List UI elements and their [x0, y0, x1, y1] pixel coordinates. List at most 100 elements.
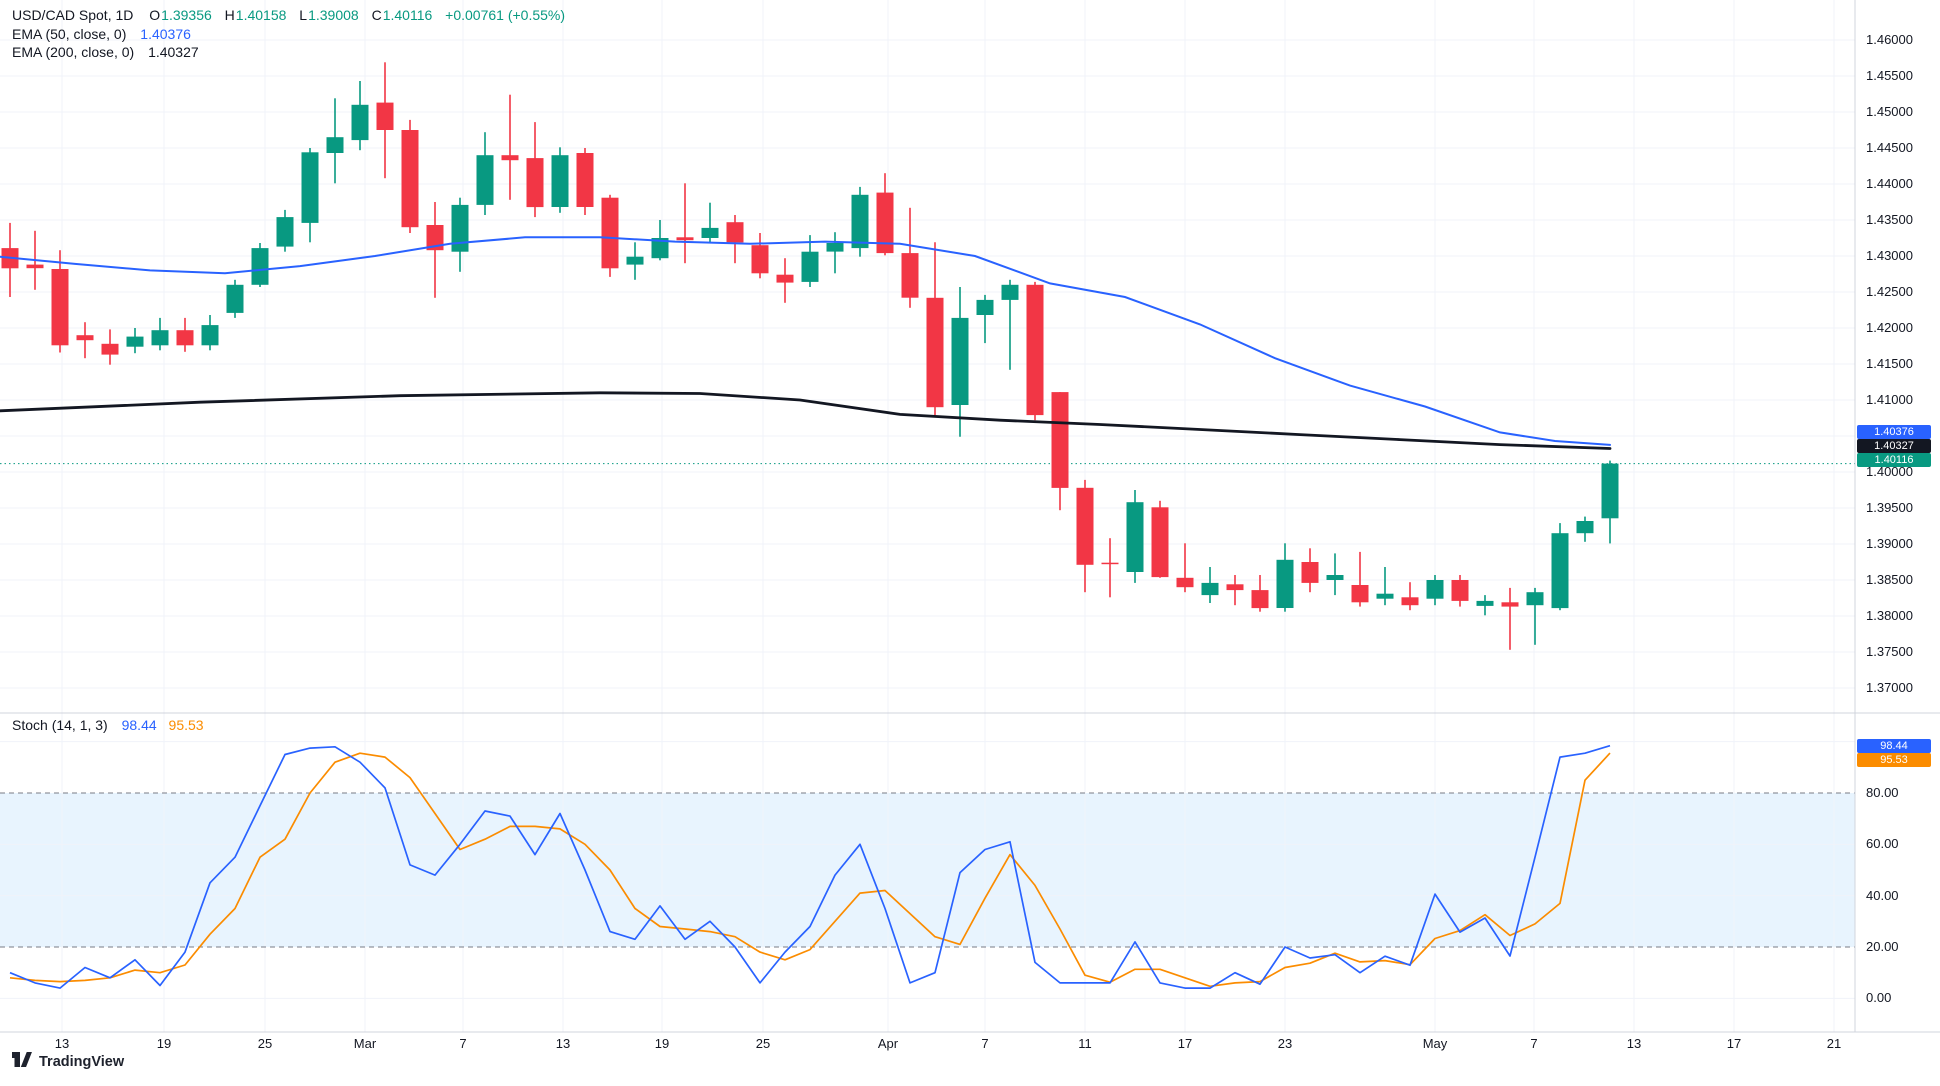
candle-body: [451, 204, 469, 252]
stoch-d-tag: 95.53: [1857, 753, 1931, 767]
time-axis[interactable]: 13 19 25 Mar 7 13 19 25 Apr 7 11 17 23 May 7 13 17 21: [0, 1032, 1940, 1056]
candle-body: [1526, 592, 1544, 606]
candle-body: [551, 155, 569, 207]
price-axis-label: 1.46000: [1866, 32, 1913, 47]
candle-body: [1026, 284, 1044, 416]
time-axis-label: 25: [755, 1036, 771, 1051]
low-value: 1.39008: [308, 7, 359, 23]
stoch-axis-label: 20.00: [1866, 939, 1899, 954]
candle-body: [726, 222, 744, 243]
time-axis-label: 7: [1530, 1036, 1538, 1051]
candle-body: [1001, 284, 1019, 300]
candle-body: [476, 155, 494, 205]
ema50-value: 1.40376: [140, 25, 191, 42]
stoch-band: [0, 793, 1855, 947]
candle-body: [1351, 585, 1369, 603]
candle-body: [251, 248, 269, 285]
candle-body: [151, 330, 169, 346]
candle-body: [376, 102, 394, 130]
price-axis-label: 1.37000: [1866, 680, 1913, 695]
candle-body: [1601, 463, 1619, 519]
open-label: O: [149, 7, 161, 23]
candle-body: [426, 225, 444, 251]
stoch-legend: Stoch (14, 1, 3) 98.44 95.53: [12, 716, 204, 735]
close-value: 1.40116: [382, 7, 433, 23]
ema50-label: EMA (50, close, 0): [12, 25, 127, 42]
candle-body: [1176, 577, 1194, 588]
stoch-axis-label: 60.00: [1866, 836, 1899, 852]
price-axis-label: 1.44500: [1866, 140, 1913, 155]
candle-body: [1251, 590, 1269, 609]
stoch-legend-row[interactable]: Stoch (14, 1, 3) 98.44 95.53: [12, 716, 204, 735]
price-axis-label: 1.43500: [1866, 212, 1913, 227]
candle-body: [876, 192, 894, 254]
candle-body: [951, 317, 969, 405]
ema200-line: [0, 391, 1612, 450]
change-value: +0.00761 (+0.55%): [445, 7, 566, 23]
time-axis-label: 13: [555, 1036, 571, 1051]
high-value: 1.40158: [235, 7, 287, 23]
stoch-d-line: [9, 752, 1611, 988]
price-axis[interactable]: 1.46000 1.45500 1.45000 1.44500 1.44000 1.435…: [1855, 0, 1940, 1032]
price-axis-label: 1.45500: [1866, 68, 1913, 83]
candle-body: [1426, 580, 1444, 599]
low-label: L: [299, 7, 308, 23]
stoch-label: Stoch (14, 1, 3): [12, 717, 108, 733]
candle-body: [701, 227, 719, 238]
ema50-line: [0, 236, 1611, 446]
candle-body: [651, 238, 669, 259]
price-axis-label: 1.40000: [1866, 464, 1913, 479]
candle-body: [76, 335, 94, 341]
tradingview-logo[interactable]: TradingView: [12, 1052, 124, 1071]
candle-body: [226, 284, 244, 313]
stoch-axis-label: 40.00: [1866, 887, 1899, 903]
stoch-k-line: [9, 744, 1611, 989]
candle-body: [1476, 600, 1494, 606]
candle-body: [1551, 533, 1569, 609]
candle-body: [1376, 593, 1394, 599]
candle-body: [601, 197, 619, 269]
stoch-axis-label: 80.00: [1866, 785, 1899, 800]
ema50-legend-row[interactable]: EMA (50, close, 0) 1.40376: [12, 25, 565, 44]
price-axis-label: 1.38000: [1866, 608, 1913, 623]
candle-body: [826, 243, 844, 252]
open-value: 1.39356: [161, 7, 212, 23]
price-axis-label: 1.43000: [1866, 248, 1913, 263]
ema200-legend-row[interactable]: EMA (200, close, 0) 1.40327: [12, 43, 565, 62]
close-label: C: [371, 7, 382, 23]
price-axis-label: 1.41500: [1866, 356, 1913, 371]
candle-body: [1301, 562, 1319, 583]
price-axis-label: 1.38500: [1866, 572, 1913, 587]
candle-body: [1151, 507, 1169, 578]
symbol-legend-row[interactable]: USD/CAD Spot, 1D O1.39356 H1.40158 L1.39…: [12, 6, 565, 25]
candle-body: [26, 264, 44, 269]
price-axis-label: 1.41000: [1866, 392, 1913, 407]
candle-body: [1576, 521, 1594, 534]
time-axis-label: 17: [1177, 1036, 1193, 1051]
time-axis-label: 17: [1726, 1036, 1742, 1051]
candle-body: [976, 299, 994, 315]
candle-body: [351, 104, 369, 141]
candle-body: [201, 325, 219, 346]
candle-body: [401, 130, 419, 228]
candle-body: [1501, 602, 1519, 607]
high-label: H: [224, 7, 235, 23]
time-axis-label: 21: [1826, 1036, 1842, 1051]
price-axis-label: 1.42000: [1866, 320, 1913, 335]
candle-body: [326, 137, 344, 153]
price-axis-label: 1.39500: [1866, 500, 1913, 515]
stoch-d-value: 95.53: [168, 717, 204, 733]
candle-body: [576, 153, 594, 207]
candle-body: [626, 256, 644, 265]
ema200-value: 1.40327: [148, 44, 199, 60]
ema200-price-tag: 1.40327: [1857, 439, 1931, 453]
candle-body: [1201, 582, 1219, 596]
tradingview-logo-text: TradingView: [39, 1053, 125, 1070]
candle-body: [1126, 502, 1144, 572]
candle-body: [101, 343, 119, 355]
stoch-k-tag: 98.44: [1857, 739, 1931, 753]
candle-body: [526, 158, 544, 208]
candle-body: [1451, 580, 1469, 601]
ema50-price-tag: 1.40376: [1857, 425, 1931, 439]
